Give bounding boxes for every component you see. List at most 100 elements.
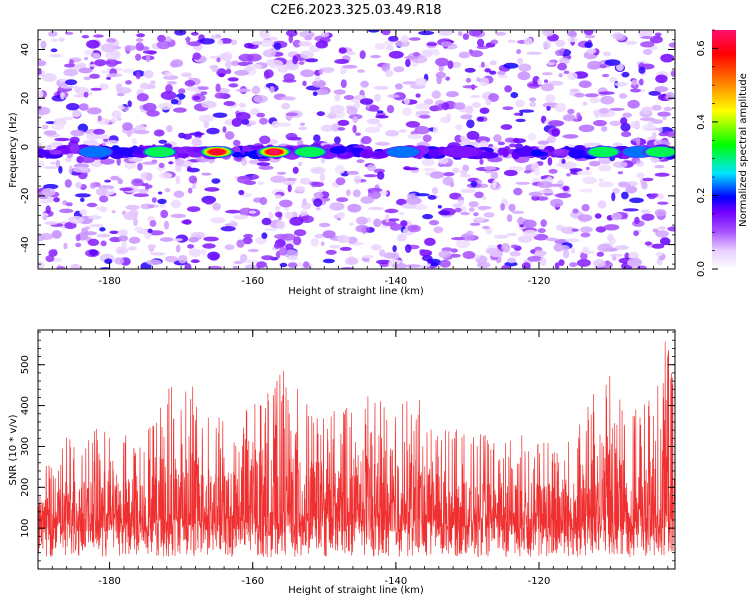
heatmap-cell	[228, 83, 239, 88]
heatmap-cell	[594, 213, 602, 219]
heatmap-cell	[539, 257, 547, 267]
heatmap-cell	[439, 259, 451, 268]
heatmap-cell	[117, 229, 128, 236]
heatmap-cell	[637, 30, 653, 37]
heatmap-cell	[529, 101, 537, 108]
heatmap-cell	[87, 238, 100, 246]
heatmap-cell	[151, 159, 158, 163]
heatmap-cell	[480, 61, 485, 68]
heatmap-cell	[87, 215, 102, 220]
heatmap-cell	[471, 102, 481, 108]
heatmap-cell	[217, 39, 223, 46]
heatmap-cell	[357, 69, 366, 73]
heatmap-cell	[210, 64, 219, 73]
heatmap-cell	[516, 49, 522, 55]
heatmap-cell	[211, 178, 221, 184]
heatmap-cell	[218, 73, 225, 78]
heatmap-hotspot	[588, 146, 619, 157]
heatmap-cell	[501, 264, 510, 269]
heatmap-cell	[223, 101, 236, 106]
heatmap-cell	[658, 127, 663, 133]
heatmap-cell	[247, 248, 259, 253]
heatmap-cell	[395, 83, 403, 90]
heatmap-cell	[526, 51, 542, 55]
heatmap-cell	[293, 236, 302, 246]
heatmap-cell	[90, 182, 97, 189]
x-tick-label: -140	[385, 576, 408, 587]
heatmap-cell	[259, 30, 271, 39]
heatmap-cell	[108, 59, 117, 65]
heatmap-cell	[368, 105, 380, 112]
heatmap-cell	[38, 261, 45, 269]
heatmap-cell	[48, 249, 58, 257]
heatmap-cell	[432, 187, 438, 195]
heatmap-cell	[508, 203, 516, 212]
heatmap-cell	[537, 228, 546, 234]
heatmap-cell	[562, 114, 576, 122]
heatmap-cell	[580, 232, 591, 238]
y-tick-label: 20	[20, 92, 31, 105]
heatmap-cell	[313, 198, 323, 207]
heatmap-cell	[469, 222, 481, 226]
heatmap-cell	[375, 141, 391, 146]
heatmap-cell	[251, 41, 263, 45]
heatmap-cell	[621, 191, 629, 200]
heatmap-cell	[43, 166, 59, 169]
heatmap-cell	[71, 109, 82, 118]
heatmap-cell	[81, 35, 90, 39]
heatmap-cell	[624, 40, 638, 45]
heatmap-cell	[287, 262, 298, 268]
heatmap-cell	[128, 209, 139, 217]
heatmap-cell	[385, 129, 400, 137]
heatmap-cell	[147, 50, 157, 55]
heatmap-cell	[63, 68, 79, 77]
heatmap-cell	[474, 191, 484, 199]
heatmap-cell	[529, 97, 537, 102]
heatmap-cell	[438, 250, 452, 259]
heatmap-band-cell	[177, 153, 189, 159]
heatmap-cell	[510, 92, 519, 99]
heatmap-cell	[63, 242, 68, 250]
heatmap-cell	[384, 208, 399, 214]
heatmap-cell	[135, 42, 144, 51]
heatmap-cell	[454, 207, 462, 213]
heatmap-cell	[414, 193, 430, 197]
heatmap-cell	[230, 60, 240, 67]
heatmap-cell	[43, 130, 57, 136]
heatmap-cell	[429, 220, 439, 226]
heatmap-cell	[438, 210, 450, 216]
heatmap-cell	[278, 247, 288, 256]
heatmap-cell	[202, 243, 216, 249]
heatmap-cell	[302, 80, 307, 87]
heatmap-band-cell	[49, 149, 62, 155]
heatmap-cell	[122, 68, 136, 74]
heatmap-cell	[485, 99, 492, 106]
heatmap-cell	[647, 120, 653, 130]
heatmap-cell	[38, 90, 44, 98]
heatmap-cell	[490, 171, 499, 180]
heatmap-cell	[197, 86, 209, 90]
heatmap-cell	[597, 200, 607, 209]
heatmap-cell	[40, 40, 47, 50]
heatmap-cell	[109, 230, 119, 234]
heatmap-cell	[238, 189, 245, 196]
heatmap-cell	[298, 161, 303, 166]
heatmap-cell	[128, 157, 144, 162]
heatmap-cell	[48, 31, 58, 37]
snr-frame	[37, 329, 676, 570]
colorbar-ticks: 0.0 0.2 0.4 0.6	[696, 29, 718, 277]
heatmap-cell	[517, 57, 523, 65]
heatmap-cell	[359, 98, 374, 105]
heatmap-cell	[655, 251, 663, 257]
heatmap-x-axis-label: Height of straight line (km)	[288, 286, 424, 297]
heatmap-cell	[545, 237, 559, 242]
heatmap-cell	[58, 37, 65, 42]
heatmap-cell	[599, 107, 610, 114]
heatmap-cell	[244, 264, 258, 269]
heatmap-cell	[547, 157, 553, 166]
heatmap-cell	[459, 205, 467, 214]
heatmap-cell	[603, 224, 620, 231]
heatmap-cell	[345, 257, 359, 266]
heatmap-cell	[94, 59, 107, 67]
heatmap-cell	[336, 212, 345, 219]
